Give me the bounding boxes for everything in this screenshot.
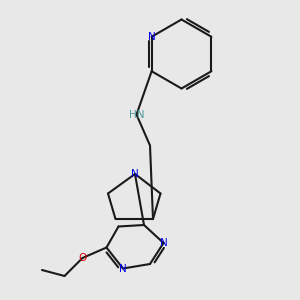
Text: HN: HN — [129, 110, 144, 120]
Text: N: N — [160, 238, 167, 248]
Text: N: N — [148, 32, 155, 42]
Text: N: N — [119, 263, 127, 274]
Text: N: N — [131, 169, 139, 179]
Text: O: O — [78, 253, 87, 263]
